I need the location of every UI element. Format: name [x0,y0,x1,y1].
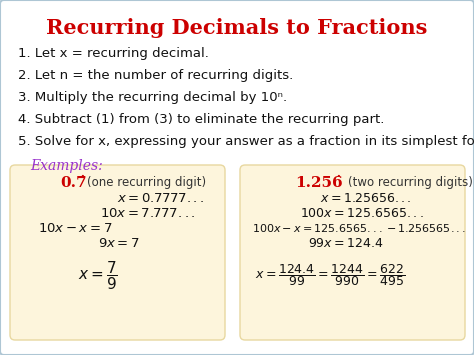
Text: $100x=125.6565...$: $100x=125.6565...$ [300,207,424,220]
Text: $10x=7.777...$: $10x=7.777...$ [100,207,196,220]
Text: 2. Let n = the number of recurring digits.: 2. Let n = the number of recurring digit… [18,69,293,82]
Text: 0.7̇: 0.7̇ [60,176,87,190]
Text: $99x=124.4$: $99x=124.4$ [308,237,384,250]
FancyBboxPatch shape [240,165,465,340]
Text: $x=1.25656...$: $x=1.25656...$ [320,192,411,205]
Text: 1.256̇: 1.256̇ [295,176,343,190]
Text: 4. Subtract (1) from (3) to eliminate the recurring part.: 4. Subtract (1) from (3) to eliminate th… [18,113,384,126]
Text: $x=\dfrac{124.4}{99}=\dfrac{1244}{990}=\dfrac{622}{495}$: $x=\dfrac{124.4}{99}=\dfrac{1244}{990}=\… [255,262,405,288]
Text: $x=0.7777...$: $x=0.7777...$ [117,192,204,205]
Text: 3. Multiply the recurring decimal by 10ⁿ.: 3. Multiply the recurring decimal by 10ⁿ… [18,91,287,104]
Text: 5. Solve for x, expressing your answer as a fraction in its simplest form.: 5. Solve for x, expressing your answer a… [18,135,474,148]
Text: (one recurring digit): (one recurring digit) [87,176,206,189]
Text: Recurring Decimals to Fractions: Recurring Decimals to Fractions [46,18,428,38]
Text: Examples:: Examples: [30,159,103,173]
Text: $x=\dfrac{7}{9}$: $x=\dfrac{7}{9}$ [78,259,118,292]
FancyBboxPatch shape [10,165,225,340]
Text: $100x-x=125.6565...-1.256565...$: $100x-x=125.6565...-1.256565...$ [252,222,466,234]
Text: (two recurring digits): (two recurring digits) [348,176,473,189]
Text: $10x-x=7$: $10x-x=7$ [38,222,112,235]
Text: $9x=7$: $9x=7$ [98,237,140,250]
Text: 1. Let x = recurring decimal.: 1. Let x = recurring decimal. [18,47,209,60]
